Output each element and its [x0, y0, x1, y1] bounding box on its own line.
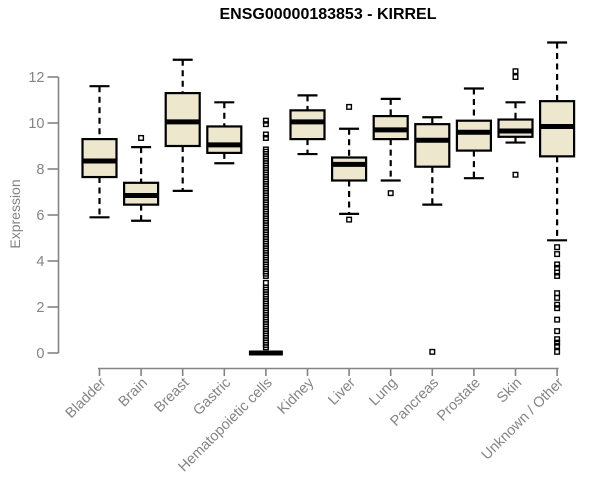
- outlier-point: [512, 68, 519, 75]
- outlier-point: [512, 171, 519, 178]
- iqr-box: [206, 125, 243, 154]
- outlier-point: [554, 343, 561, 350]
- outlier-point: [554, 251, 561, 258]
- x-tick-label: Breast: [152, 375, 193, 416]
- outlier-point: [554, 328, 561, 335]
- outlier-point: [429, 348, 436, 355]
- box-breast: [164, 58, 201, 192]
- iqr-box: [497, 118, 534, 138]
- outlier-point: [138, 134, 145, 141]
- y-axis-label: Expression: [7, 179, 23, 248]
- x-tick-label: Prostate: [434, 375, 483, 424]
- iqr-box: [414, 123, 451, 168]
- box-prostate: [455, 87, 492, 180]
- outlier-point: [262, 121, 269, 128]
- box-brain: [122, 134, 160, 222]
- chart-title: ENSG00000183853 - KIRREL: [219, 6, 437, 23]
- y-tick-label: 10: [28, 116, 44, 132]
- outlier-point: [554, 336, 561, 343]
- outlier-point: [554, 294, 561, 301]
- y-tick-label: 12: [28, 70, 44, 86]
- y-tick-label: 0: [36, 346, 44, 362]
- x-tick-label: Liver: [325, 375, 359, 409]
- outlier-point: [554, 316, 561, 323]
- box-hematopoietic-cells: [248, 117, 283, 356]
- y-tick-label: 2: [36, 300, 44, 316]
- x-tick-label: Brain: [116, 375, 151, 410]
- box-lung: [372, 97, 409, 197]
- box-skin: [497, 68, 534, 178]
- outlier-point: [346, 216, 353, 223]
- x-tick-label: Kidney: [275, 374, 318, 417]
- outlier-point: [554, 244, 561, 251]
- iqr-box: [81, 138, 118, 179]
- outlier-point: [387, 190, 394, 197]
- outlier-point: [554, 339, 561, 346]
- outlier-point: [512, 73, 519, 80]
- outlier-point: [262, 117, 269, 124]
- x-tick-label: Lung: [366, 375, 400, 409]
- x-tick-label: Skin: [494, 375, 525, 406]
- box-unknown-other: [538, 41, 576, 355]
- box-liver: [331, 103, 368, 223]
- outlier-point: [346, 103, 353, 110]
- outlier-point: [262, 344, 269, 351]
- iqr-box: [455, 119, 492, 152]
- outlier-point: [554, 261, 561, 268]
- outlier-point: [262, 272, 269, 279]
- box-pancreas: [414, 116, 451, 355]
- iqr-box: [331, 156, 368, 182]
- outlier-point: [262, 134, 269, 141]
- outlier-point: [554, 305, 561, 312]
- y-tick-label: 8: [36, 162, 44, 178]
- x-tick-label: Bladder: [63, 375, 110, 422]
- y-tick-label: 6: [36, 208, 44, 224]
- outlier-point: [554, 301, 561, 308]
- y-tick-label: 4: [36, 254, 44, 270]
- iqr-box: [289, 109, 326, 141]
- box-kidney: [289, 94, 326, 156]
- box-bladder: [81, 85, 118, 219]
- outlier-point: [554, 348, 561, 355]
- outlier-point: [262, 131, 269, 138]
- outlier-point: [554, 272, 561, 279]
- outlier-point: [554, 269, 561, 276]
- box-gastric: [206, 101, 243, 165]
